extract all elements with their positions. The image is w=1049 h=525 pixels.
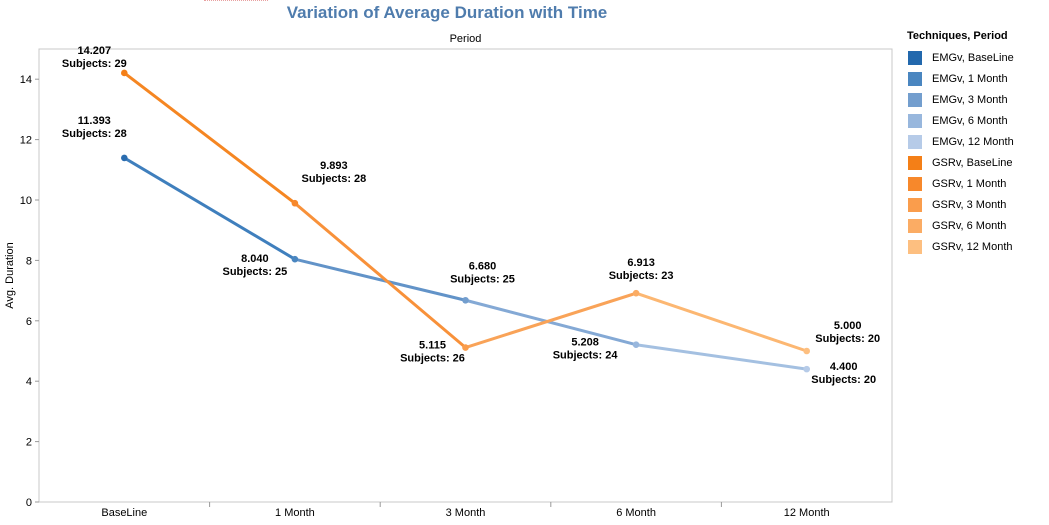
y-tick-label: 14 — [20, 74, 32, 86]
legend-swatch — [908, 176, 922, 191]
legend-swatch — [908, 197, 922, 212]
data-point-emgv — [803, 365, 810, 373]
data-label-value: 9.893 — [320, 160, 348, 172]
data-label-value: 11.393 — [78, 115, 111, 127]
data-label-subjects: Subjects: 23 — [609, 270, 674, 282]
legend-item: EMGv, 3 Month — [895, 89, 1045, 110]
plot-frame — [38, 48, 893, 503]
y-tick-label: 8 — [26, 255, 32, 267]
legend-label: EMGv, 12 Month — [932, 135, 1014, 148]
data-label-value: 6.913 — [627, 257, 655, 269]
legend-item: GSRv, 3 Month — [895, 194, 1045, 215]
legend-item: EMGv, 6 Month — [895, 110, 1045, 131]
series-line-emgv — [293, 257, 467, 302]
data-label-value: 14.207 — [77, 45, 111, 57]
data-label-subjects: Subjects: 29 — [62, 58, 127, 70]
series-line-gsrv — [122, 71, 297, 205]
data-label-value: 4.400 — [830, 361, 858, 373]
series-line-emgv — [464, 298, 638, 347]
legend-label: GSRv, 12 Month — [932, 240, 1013, 253]
legend-label: EMGv, BaseLine — [932, 51, 1014, 64]
legend-swatch — [908, 134, 922, 149]
line-chart: Period Avg. Duration 0 2 4 6 8 10 12 14 BaseLine 1 … — [4, 33, 893, 519]
series-line-emgv — [122, 156, 297, 261]
legend: Techniques, Period EMGv, BaseLine EMGv, 1… — [895, 30, 1045, 257]
y-tick-label: 10 — [20, 195, 32, 207]
data-point-gsrv — [803, 347, 810, 355]
chart-title: Variation of Average Duration with Time — [286, 3, 608, 22]
data-label-subjects: Subjects: 25 — [450, 273, 515, 285]
legend-swatch — [908, 50, 922, 65]
legend-title: Techniques, Period — [907, 30, 1008, 42]
data-label-subjects: Subjects: 28 — [301, 173, 366, 185]
legend-label: GSRv, 3 Month — [932, 198, 1007, 211]
data-label-value: 5.208 — [571, 337, 599, 349]
data-point-gsrv — [462, 344, 469, 351]
data-label-value: 8.040 — [241, 253, 269, 265]
legend-label: GSRv, BaseLine — [932, 156, 1013, 169]
series-line-gsrv — [464, 291, 638, 350]
y-tick-label: 0 — [26, 497, 32, 509]
data-point-gsrv — [291, 199, 299, 207]
legend-swatch — [908, 92, 922, 107]
data-label-subjects: Subjects: 25 — [222, 266, 287, 278]
data-label-value: 5.115 — [419, 340, 446, 352]
data-label-subjects: Subjects: 26 — [400, 353, 465, 365]
x-tick-label: 12 Month — [784, 507, 830, 519]
legend-item: EMGv, BaseLine — [895, 47, 1045, 68]
column-header: Period — [450, 33, 482, 45]
x-tick-label: 3 Month — [446, 507, 486, 519]
data-point-emgv — [632, 341, 640, 349]
data-label-subjects: Subjects: 20 — [815, 333, 880, 345]
y-axis-label: Avg. Duration — [4, 242, 16, 308]
series-line-emgv — [634, 343, 809, 371]
data-point-gsrv — [632, 289, 640, 297]
legend-items: EMGv, BaseLine EMGv, 1 Month EMGv, 3 Month… — [895, 47, 1045, 257]
legend-label: GSRv, 6 Month — [932, 219, 1007, 232]
series-line-gsrv — [293, 201, 467, 350]
legend-swatch — [908, 218, 922, 233]
legend-item: GSRv, BaseLine — [895, 152, 1045, 173]
data-point-emgv — [462, 296, 469, 304]
legend-label: EMGv, 3 Month — [932, 93, 1008, 106]
y-tick-label: 6 — [26, 316, 32, 328]
y-tick-label: 4 — [26, 376, 32, 388]
legend-item: EMGv, 1 Month — [895, 68, 1045, 89]
legend-item: GSRv, 6 Month — [895, 215, 1045, 236]
data-label-subjects: Subjects: 28 — [62, 128, 127, 140]
legend-swatch — [908, 113, 922, 128]
data-label-subjects: Subjects: 20 — [811, 374, 876, 386]
legend-swatch — [908, 155, 922, 170]
legend-swatch — [908, 239, 922, 254]
x-tick-label: BaseLine — [101, 507, 147, 519]
x-tick-label: 6 Month — [616, 507, 656, 519]
y-tick-label: 2 — [26, 437, 32, 449]
x-tick-label: 1 Month — [275, 507, 315, 519]
series-line-gsrv — [634, 291, 809, 353]
data-label-value: 6.680 — [469, 260, 497, 272]
y-tick-label: 12 — [20, 135, 32, 147]
legend-label: EMGv, 6 Month — [932, 114, 1008, 127]
legend-item: GSRv, 1 Month — [895, 173, 1045, 194]
legend-label: EMGv, 1 Month — [932, 72, 1008, 85]
data-point-emgv — [291, 255, 299, 263]
legend-swatch — [908, 71, 922, 86]
data-label-subjects: Subjects: 24 — [553, 350, 619, 362]
data-point-gsrv — [121, 69, 128, 77]
legend-label: GSRv, 1 Month — [932, 177, 1007, 190]
title-decoration — [204, 0, 268, 1]
data-label-value: 5.000 — [834, 320, 862, 332]
legend-item: GSRv, 12 Month — [895, 236, 1045, 257]
data-point-emgv — [121, 154, 128, 162]
legend-item: EMGv, 12 Month — [895, 131, 1045, 152]
